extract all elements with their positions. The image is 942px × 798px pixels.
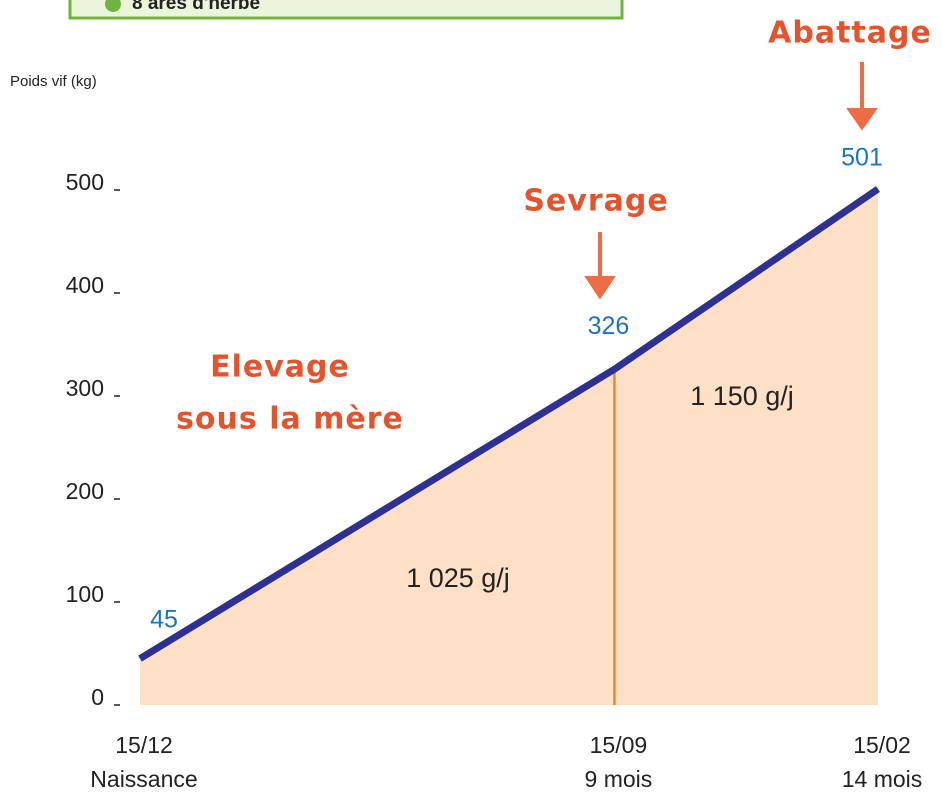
y-axis-label: Poids vif (kg) — [10, 73, 97, 90]
x-tick-label: 15/12 — [115, 732, 173, 758]
rate-label: 1 025 g/j — [406, 563, 510, 593]
x-tick-sublabel: 14 mois — [842, 766, 923, 792]
line — [138, 186, 880, 662]
x-tick-sublabel: Naissance — [90, 766, 197, 792]
x-tick-label: 15/09 — [590, 732, 648, 758]
value-label: 501 — [841, 144, 883, 172]
y-tick-label: 100 — [66, 581, 104, 607]
arrow-head — [846, 108, 878, 131]
bullet — [105, 0, 121, 12]
x-tick-sublabel: 9 mois — [585, 766, 653, 792]
value-label: 326 — [588, 312, 630, 340]
header-text: 8 ares d'herbe — [132, 0, 260, 14]
y-tick-label: 200 — [66, 478, 104, 504]
y-tick-label: 400 — [66, 272, 104, 298]
annotation: Abattage — [768, 16, 932, 51]
y-tick-label: 500 — [66, 169, 104, 195]
annotation: sous la mère — [176, 402, 404, 437]
arrows — [584, 62, 878, 300]
y-tick-label: 0 — [91, 684, 104, 710]
annotation: Sevrage — [523, 184, 668, 219]
header-frame — [68, 0, 624, 20]
annotation: Elevage — [210, 350, 350, 385]
x-tick-label: 15/02 — [853, 732, 911, 758]
y-tick-label: 300 — [66, 375, 104, 401]
rate-label: 1 150 g/j — [690, 381, 794, 411]
value-label: 45 — [150, 605, 178, 633]
arrow-head — [584, 276, 616, 300]
header-box: 8 ares d'herbe — [68, 0, 624, 20]
